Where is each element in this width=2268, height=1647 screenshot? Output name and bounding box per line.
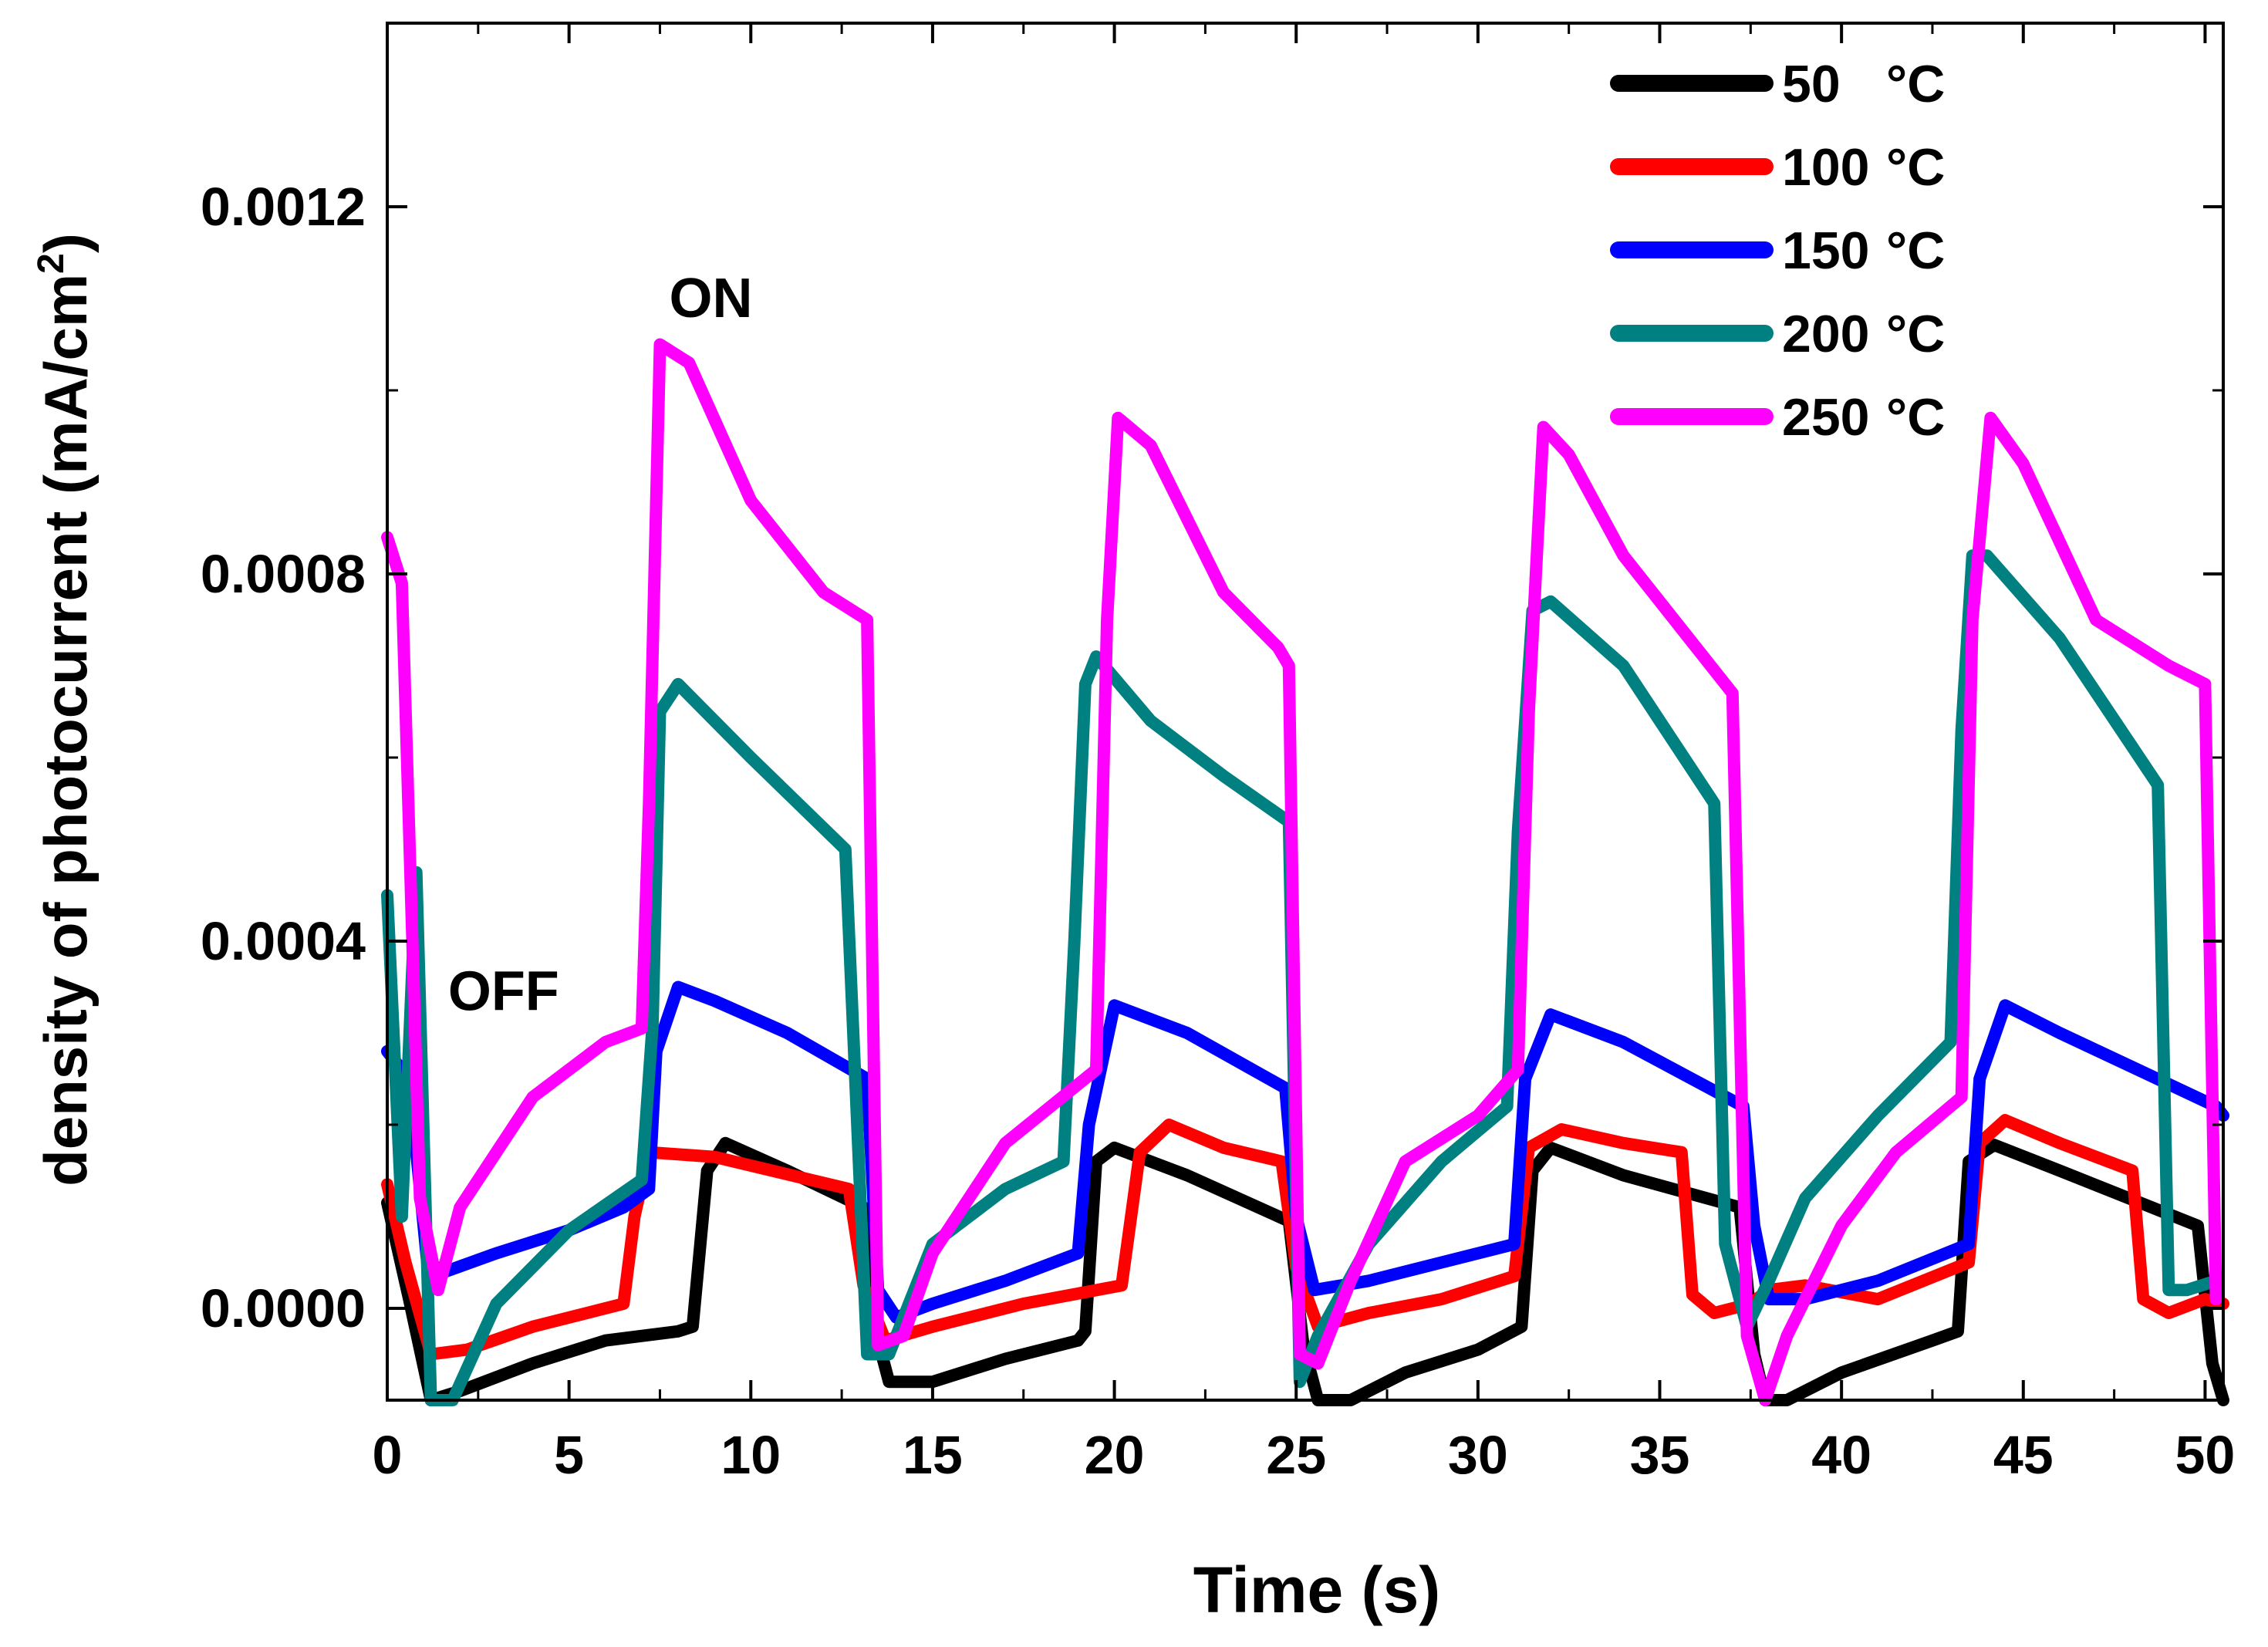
x-tick-label: 45 [1993,1425,2054,1485]
x-tick-label: 10 [721,1425,781,1485]
y-tick-label: 0.0000 [201,1278,366,1338]
x-tick-label: 0 [373,1425,403,1485]
legend-label-150c: 150 °C [1782,221,1945,280]
x-tick-label: 40 [1811,1425,1871,1485]
y-tick-label: 0.0012 [201,177,366,237]
x-tick-label: 50 [2175,1425,2235,1485]
x-tick-label: 25 [1266,1425,1326,1485]
plot-lines [381,338,2229,1406]
y-axis-label-superscript: 2 [31,253,72,274]
y-axis-label: density of photocurrent (mA/cm2) [31,233,100,1186]
series-line-150c [381,980,2229,1324]
series-line-250c [381,338,2222,1406]
x-tick-label: 30 [1448,1425,1508,1485]
y-axis-label-main: density of photocurrent (mA/cm [32,274,100,1186]
legend-label-100c: 100 °C [1782,138,1945,197]
legend-label-200c: 200 °C [1782,305,1945,363]
axis-tick-labels: 0 5 10 15 20 25 30 35 40 45 50 0.0000 0.0004 0.0008 0.… [201,177,2235,1485]
annotation-on: ON [669,268,752,329]
x-axis-label: Time (s) [1193,1554,1441,1626]
x-tick-label: 15 [903,1425,963,1485]
legend-label-50c: 50 °C [1782,55,1945,113]
annotation-off: OFF [448,960,559,1022]
axis-ticks [386,23,2223,1400]
legend: 50 °C 100 °C 150 °C 200 °C 250 °C [1610,55,1945,447]
legend-label-250c: 250 °C [1782,388,1945,447]
y-tick-label: 0.0004 [201,911,366,971]
x-tick-label: 5 [554,1425,584,1485]
y-tick-label: 0.0008 [201,544,366,604]
plot-frame [386,22,2225,1402]
x-tick-label: 20 [1085,1425,1145,1485]
y-axis-label-close: ) [32,233,100,253]
x-tick-label: 35 [1630,1425,1690,1485]
